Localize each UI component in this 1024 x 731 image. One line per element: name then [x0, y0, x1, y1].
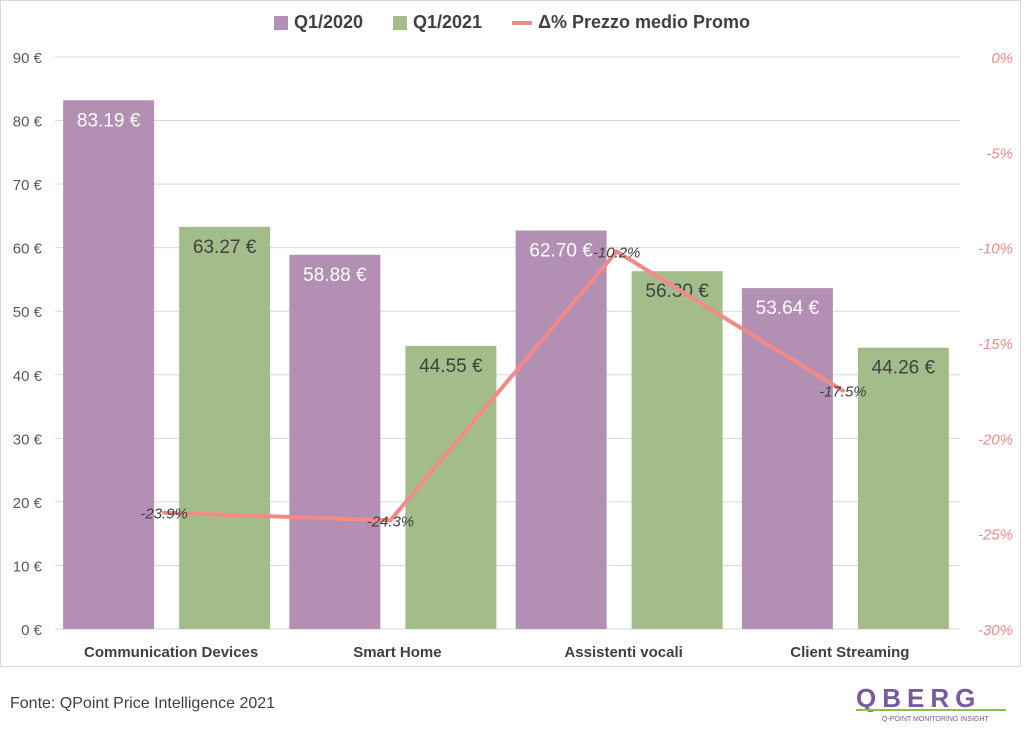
delta-point [162, 510, 167, 515]
delta-point [614, 249, 619, 254]
y-right-tick-label: -15% [978, 336, 1013, 353]
bar-q1-2020 [289, 254, 381, 629]
logo-wordmark: QBERG [856, 683, 981, 713]
bar-q1-2020 [741, 288, 833, 629]
y-left-tick-label: 30 € [13, 431, 43, 448]
delta-data-label: -23.9% [140, 506, 188, 523]
y-left-tick-label: 20 € [13, 495, 43, 512]
y-right-tick-label: -10% [978, 241, 1013, 258]
legend-label-q1-2021: Q1/2021 [413, 12, 483, 32]
bar-q1-2021 [857, 347, 949, 629]
bar-data-label: 53.64 € [756, 298, 820, 319]
y-left-tick-label: 90 € [13, 50, 43, 67]
y-right-tick-label: 0% [991, 50, 1013, 67]
y-right-tick-label: -25% [978, 527, 1013, 544]
y-left-tick-label: 50 € [13, 304, 43, 321]
y-right-tick-label: -20% [978, 431, 1013, 448]
y-right-tick-label: -30% [978, 622, 1013, 639]
bar-data-label: 83.19 € [77, 110, 141, 131]
bar-q1-2021 [631, 271, 723, 629]
y-left-tick-label: 0 € [21, 622, 43, 639]
legend-item-delta: Δ% Prezzo medio Promo [512, 12, 750, 33]
delta-data-label: -17.5% [819, 384, 867, 401]
bar-data-label: 63.27 € [193, 237, 257, 258]
bar-q1-2020 [515, 230, 607, 630]
delta-data-label: -24.3% [367, 513, 415, 530]
legend-swatch-q1-2021 [393, 15, 407, 30]
delta-line [164, 249, 844, 523]
bar-q1-2020 [63, 100, 155, 630]
delta-point [388, 518, 393, 523]
legend-swatch-q1-2020 [273, 15, 288, 30]
qberg-logo: QBERG Q-POINT MONITORING INSIGHT [852, 681, 1012, 725]
y-left-tick-label: 10 € [13, 558, 43, 575]
source-note: Fonte: QPoint Price Intelligence 2021 [10, 695, 276, 712]
bar-data-label: 56.30 € [645, 281, 709, 302]
y-left-tick-label: 40 € [13, 368, 43, 385]
x-category-label: Assistenti vocali [564, 644, 682, 661]
legend-label-q1-2020: Q1/2020 [293, 12, 363, 32]
legend-item-q1-2021: Q1/2021 [393, 12, 482, 33]
chart-frame [0, 0, 1021, 667]
bar-q1-2021 [179, 226, 271, 629]
delta-point [840, 388, 845, 393]
bar-data-label: 44.26 € [872, 358, 936, 379]
delta-data-label: -10.2% [593, 244, 641, 261]
y-left-tick-label: 70 € [13, 177, 43, 194]
y-left-tick-label: 60 € [13, 241, 43, 258]
x-category-label: Client Streaming [790, 644, 909, 661]
logo-tagline: Q-POINT MONITORING INSIGHT [882, 716, 989, 723]
legend-item-q1-2020: Q1/2020 [273, 12, 363, 33]
bar-data-label: 62.70 € [529, 241, 593, 262]
x-category-label: Smart Home [353, 644, 441, 661]
x-category-label: Communication Devices [84, 644, 258, 661]
y-left-tick-label: 80 € [13, 114, 43, 131]
legend-label-delta: Δ% Prezzo medio Promo [538, 12, 751, 32]
legend-swatch-delta [512, 20, 533, 25]
y-right-tick-label: -5% [986, 145, 1013, 162]
chart-plot: 0 € 10 € 20 € 30 € 40 € 50 € 60 € 70 € 80 € 90 € 0… [13, 50, 1013, 661]
legend: Q1/2020 Q1/2021 Δ% Prezzo medio Promo [0, 12, 1024, 33]
bar-data-label: 44.55 € [419, 356, 483, 377]
bar-data-label: 58.88 € [303, 265, 367, 286]
